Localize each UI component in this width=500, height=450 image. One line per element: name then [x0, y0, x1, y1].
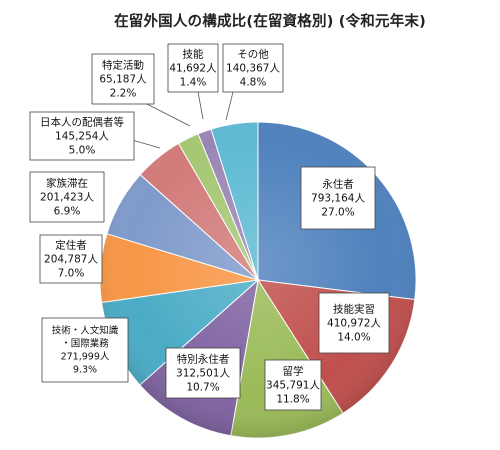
- slice-label: 技術・人文知識・国際業務 271,999人 9.3%: [41, 317, 129, 383]
- label-box: [300, 166, 376, 230]
- label-box: [167, 43, 219, 93]
- slice-percent: 1.4%: [180, 77, 207, 89]
- slice-percent: 10.7%: [186, 382, 219, 394]
- slice-name: 定住者: [55, 239, 87, 252]
- slice-count: 271,999人: [61, 352, 110, 363]
- label-box: [91, 53, 155, 105]
- slice-count: 65,187人: [99, 74, 147, 86]
- slice-name: 家族滞在: [46, 177, 88, 190]
- label-box: [39, 234, 103, 284]
- slice-name: 留学: [283, 365, 304, 378]
- slice-percent: 14.0%: [337, 332, 370, 344]
- slice-count: 312,501人: [176, 368, 230, 380]
- slice-label: その他 140,367人 4.8%: [222, 43, 284, 93]
- slice-count: 140,367人: [226, 63, 280, 75]
- slice-count: 410,972人: [327, 318, 381, 330]
- slice-count: 345,791人: [266, 380, 320, 392]
- slice-label: 定住者 204,787人 7.0%: [39, 234, 103, 284]
- slice-percent: 7.0%: [58, 268, 85, 280]
- slice-name: 日本人の配偶者等: [40, 116, 124, 129]
- slice-count: 145,254人: [55, 131, 109, 143]
- slice-name: 特定活動: [102, 59, 144, 72]
- slice-label: 家族滞在 201,423人 6.9%: [29, 171, 105, 223]
- slice-name: その他: [237, 48, 269, 61]
- leader-line: [197, 91, 204, 120]
- slice-percent: 11.8%: [276, 394, 309, 406]
- leader-line: [144, 102, 191, 127]
- slice-percent: 6.9%: [54, 206, 81, 218]
- slice-percent: 4.8%: [240, 77, 267, 89]
- slice-percent: 2.2%: [110, 88, 137, 100]
- label-box: [29, 111, 135, 161]
- label-box: [264, 359, 322, 411]
- slice-name: 特別永住者: [177, 353, 230, 366]
- label-box: [41, 317, 129, 383]
- slice-count: 793,164人: [311, 193, 365, 205]
- slice-name: 技術・人文知識: [52, 325, 119, 337]
- slice-label: 日本人の配偶者等 145,254人 5.0%: [29, 111, 135, 161]
- slice-percent: 9.3%: [73, 365, 97, 376]
- slice-label: 技能 41,692人 1.4%: [167, 43, 219, 93]
- slice-count: 201,423人: [40, 192, 94, 204]
- label-box: [29, 171, 105, 223]
- label-box: [318, 292, 390, 354]
- label-box: [165, 347, 241, 399]
- slice-name: 技能実習: [333, 303, 375, 316]
- slice-label: 永住者 793,164人 27.0%: [300, 166, 376, 230]
- slice-label: 留学 345,791人 11.8%: [264, 359, 322, 411]
- slice-name: ・国際業務: [61, 338, 109, 350]
- slice-name: 永住者: [322, 178, 354, 191]
- slice-percent: 5.0%: [69, 145, 96, 157]
- slice-label: 特定活動 65,187人 2.2%: [91, 53, 155, 105]
- label-box: [222, 43, 284, 93]
- slice-count: 204,787人: [44, 254, 98, 266]
- leader-line: [131, 139, 161, 149]
- slice-name: 技能: [183, 48, 204, 61]
- chart-title: 在留外国人の構成比(在留資格別) (令和元年末): [114, 14, 426, 30]
- slice-label: 特別永住者 312,501人 10.7%: [165, 347, 241, 399]
- slice-percent: 27.0%: [321, 207, 354, 219]
- slice-count: 41,692人: [169, 63, 217, 75]
- leader-line: [225, 91, 234, 121]
- slice-label: 技能実習 410,972人 14.0%: [318, 292, 390, 354]
